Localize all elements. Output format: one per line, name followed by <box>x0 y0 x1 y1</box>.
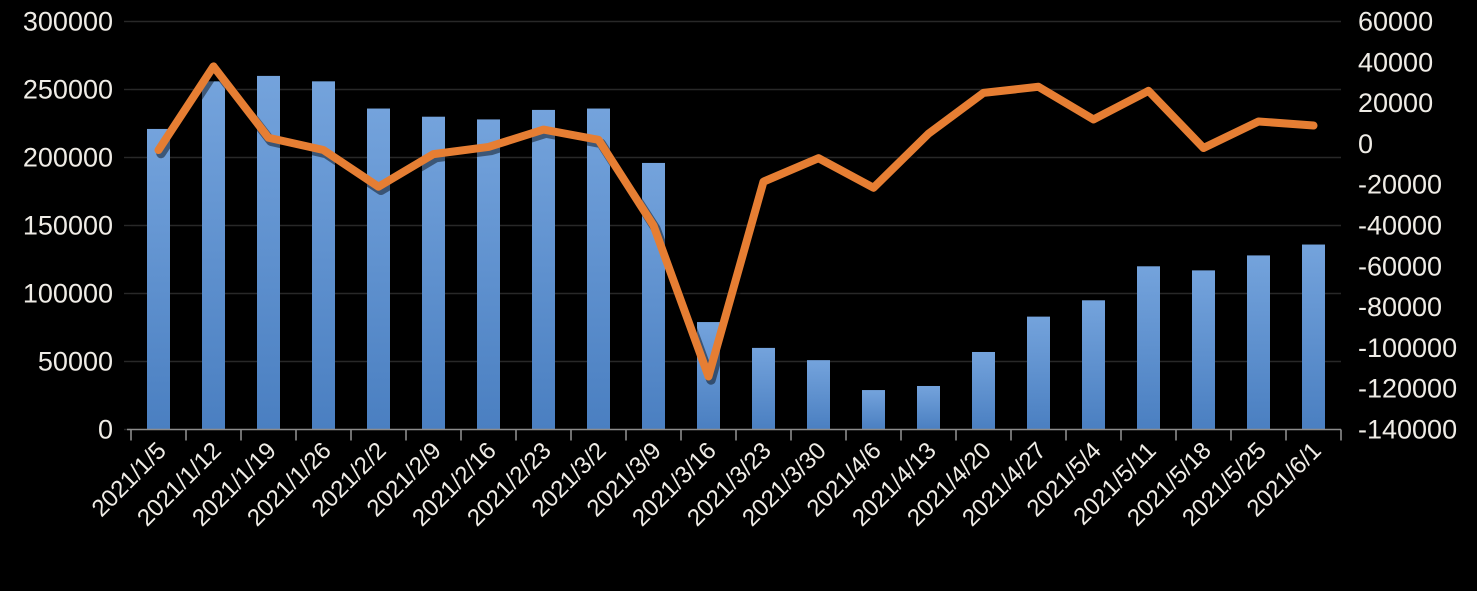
right-axis-label: -40000 <box>1358 211 1442 241</box>
bar <box>532 109 555 430</box>
bar <box>257 75 280 430</box>
bar <box>147 128 170 430</box>
right-axis-label: 40000 <box>1358 47 1433 77</box>
right-axis-label: -60000 <box>1358 251 1442 281</box>
bar <box>422 116 445 430</box>
bar <box>587 108 610 430</box>
left-axis-label: 50000 <box>38 347 113 377</box>
bar <box>202 81 225 430</box>
line-series <box>154 62 1318 381</box>
right-axis-label: -80000 <box>1358 292 1442 322</box>
bar <box>917 385 940 430</box>
left-axis-label: 200000 <box>23 143 113 173</box>
bar <box>752 347 775 430</box>
bar <box>1247 255 1270 430</box>
bar <box>367 108 390 430</box>
right-axis-label: -20000 <box>1358 170 1442 200</box>
right-axis-label: -100000 <box>1358 333 1457 363</box>
bar <box>477 119 500 430</box>
bar <box>1137 266 1160 430</box>
bar <box>862 390 885 430</box>
bar <box>642 162 665 430</box>
left-axis-label: 100000 <box>23 279 113 309</box>
left-axis-label: 150000 <box>23 211 113 241</box>
left-axis-label: 300000 <box>23 7 113 37</box>
left-axis-label: 0 <box>98 415 113 445</box>
bar <box>807 360 830 430</box>
bar <box>1302 244 1325 430</box>
right-axis-label: -140000 <box>1358 415 1457 445</box>
bar <box>312 81 335 430</box>
bar <box>972 351 995 430</box>
bar <box>1027 316 1050 430</box>
bar <box>1192 270 1215 430</box>
right-axis-label: 60000 <box>1358 7 1433 37</box>
bar <box>1082 300 1105 430</box>
right-axis-label: 20000 <box>1358 88 1433 118</box>
left-axis-label: 250000 <box>23 75 113 105</box>
right-axis-label: -120000 <box>1358 374 1457 404</box>
right-axis-label: 0 <box>1358 129 1373 159</box>
